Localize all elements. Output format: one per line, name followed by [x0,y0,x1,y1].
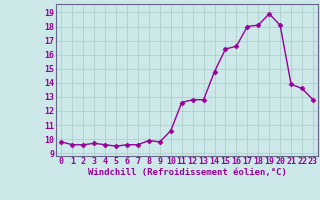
X-axis label: Windchill (Refroidissement éolien,°C): Windchill (Refroidissement éolien,°C) [88,168,287,177]
